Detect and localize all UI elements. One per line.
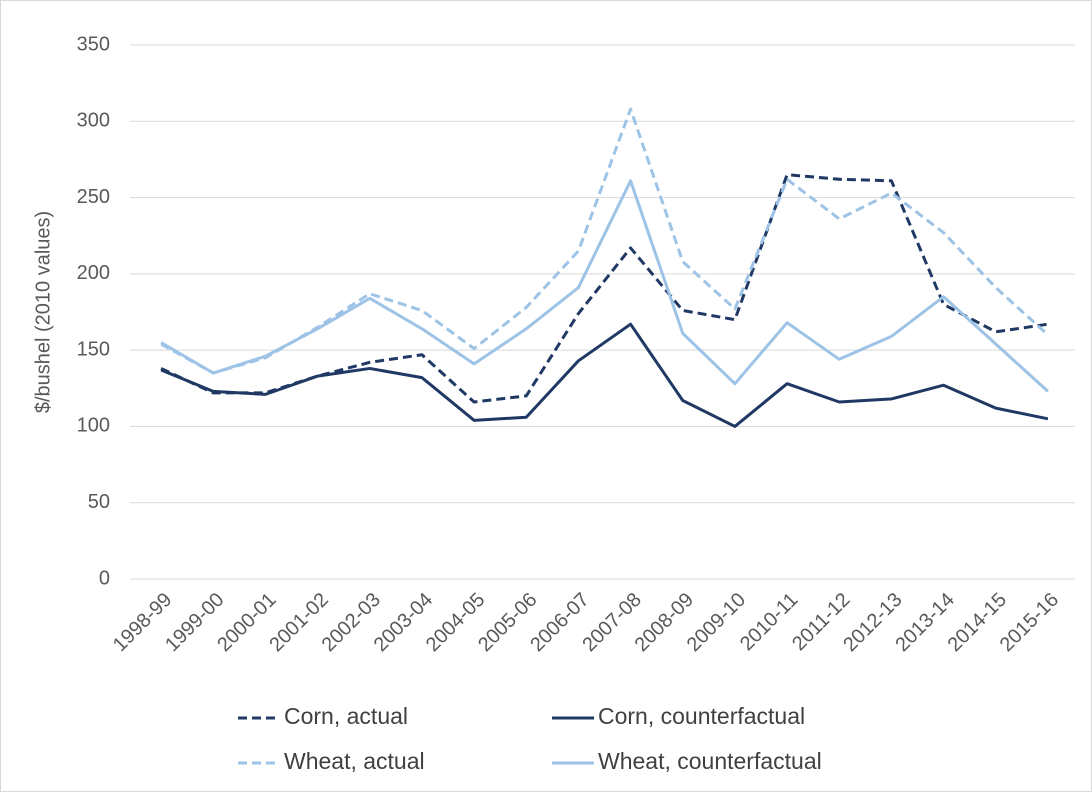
series-line bbox=[160, 322, 1049, 428]
y-tick-label: 100 bbox=[77, 415, 110, 437]
y-tick-label: 350 bbox=[77, 33, 110, 55]
legend-label: Wheat, counterfactual bbox=[598, 748, 822, 774]
legend-label: Wheat, actual bbox=[284, 748, 425, 774]
legend-label: Corn, counterfactual bbox=[598, 703, 805, 729]
legend-label: Corn, actual bbox=[284, 703, 408, 729]
y-tick-label: 200 bbox=[77, 262, 110, 284]
y-axis-label: $/bushel (2010 values) bbox=[32, 211, 54, 413]
series-line bbox=[160, 107, 1049, 375]
y-tick-label: 150 bbox=[77, 338, 110, 360]
y-tick-label: 300 bbox=[77, 110, 110, 132]
y-tick-label: 0 bbox=[99, 567, 110, 589]
y-tick-label: 250 bbox=[77, 186, 110, 208]
series-line bbox=[160, 179, 1049, 393]
y-tick-label: 50 bbox=[88, 491, 110, 513]
